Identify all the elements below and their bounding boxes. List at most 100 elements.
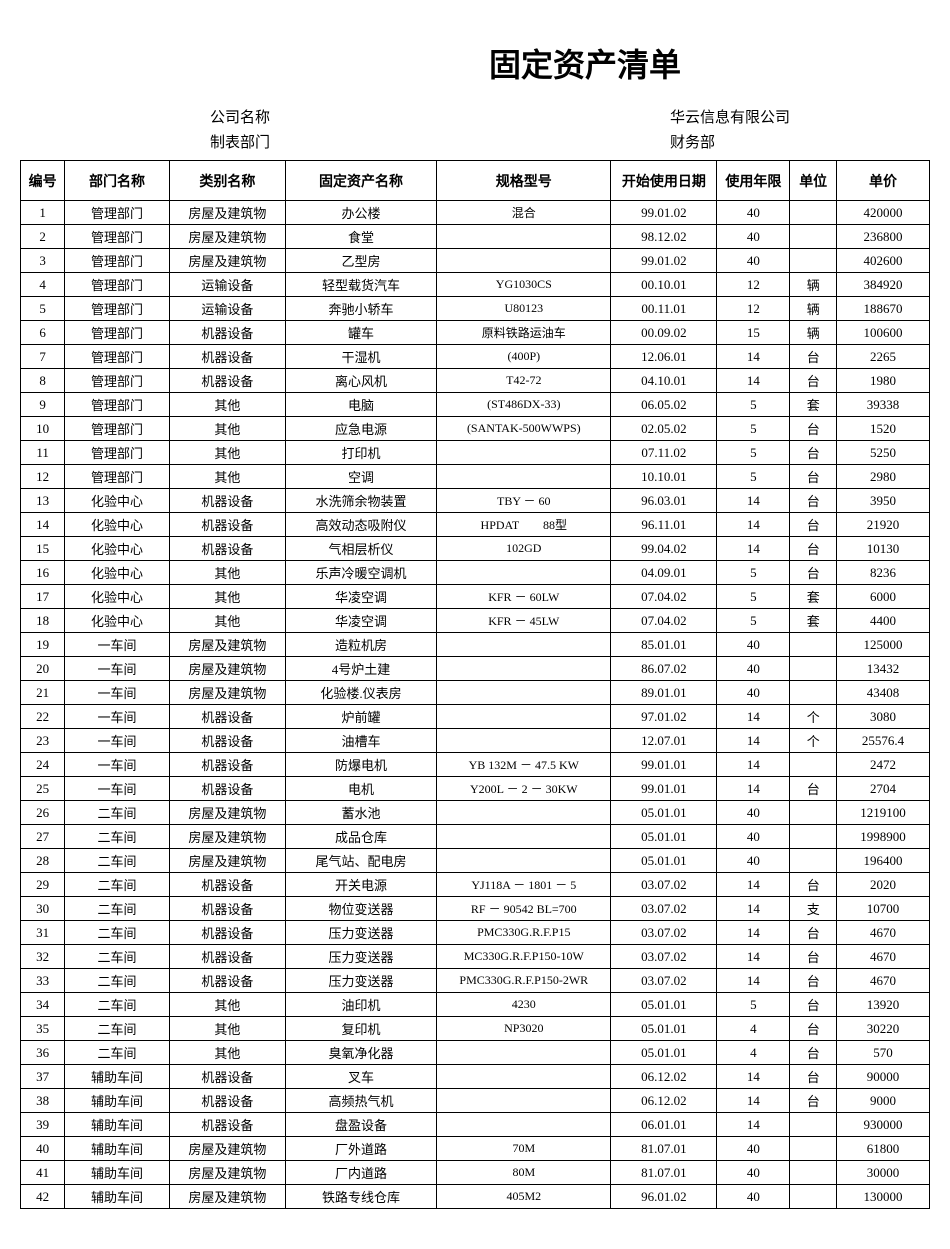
table-row: 32二车间机器设备压力变送器MC330G.R.F.P150-10W03.07.0… <box>21 945 930 969</box>
cell-category: 房屋及建筑物 <box>169 201 285 225</box>
cell-life: 40 <box>717 201 790 225</box>
cell-asset: 华凌空调 <box>286 609 437 633</box>
cell-id: 12 <box>21 465 65 489</box>
cell-category: 运输设备 <box>169 297 285 321</box>
cell-price: 25576.4 <box>836 729 929 753</box>
cell-asset: 水洗筛余物装置 <box>286 489 437 513</box>
cell-date: 03.07.02 <box>611 921 717 945</box>
cell-life: 40 <box>717 801 790 825</box>
table-row: 25一车间机器设备电机Y200L － 2 － 30KW99.01.0114台27… <box>21 777 930 801</box>
table-row: 28二车间房屋及建筑物尾气站、配电房05.01.0140196400 <box>21 849 930 873</box>
cell-category: 其他 <box>169 465 285 489</box>
cell-category: 机器设备 <box>169 897 285 921</box>
cell-category: 房屋及建筑物 <box>169 657 285 681</box>
cell-unit: 台 <box>790 945 836 969</box>
cell-unit: 辆 <box>790 321 836 345</box>
header-dept: 部门名称 <box>65 161 170 201</box>
cell-category: 机器设备 <box>169 705 285 729</box>
cell-life: 40 <box>717 825 790 849</box>
cell-life: 40 <box>717 249 790 273</box>
cell-spec: PMC330G.R.F.P15 <box>437 921 611 945</box>
cell-unit: 台 <box>790 969 836 993</box>
cell-asset: 高频热气机 <box>286 1089 437 1113</box>
cell-price: 1980 <box>836 369 929 393</box>
cell-asset: 气相层析仪 <box>286 537 437 561</box>
cell-category: 其他 <box>169 1041 285 1065</box>
cell-dept: 管理部门 <box>65 417 170 441</box>
cell-dept: 一车间 <box>65 753 170 777</box>
cell-date: 05.01.01 <box>611 993 717 1017</box>
cell-category: 房屋及建筑物 <box>169 681 285 705</box>
cell-category: 机器设备 <box>169 1113 285 1137</box>
cell-unit: 台 <box>790 873 836 897</box>
cell-price: 196400 <box>836 849 929 873</box>
cell-spec <box>437 705 611 729</box>
cell-price: 3080 <box>836 705 929 729</box>
cell-date: 05.01.01 <box>611 825 717 849</box>
cell-price: 6000 <box>836 585 929 609</box>
cell-date: 06.05.02 <box>611 393 717 417</box>
table-row: 36二车间其他臭氧净化器05.01.014台570 <box>21 1041 930 1065</box>
cell-spec <box>437 729 611 753</box>
cell-asset: 尾气站、配电房 <box>286 849 437 873</box>
cell-price: 4670 <box>836 921 929 945</box>
cell-unit: 台 <box>790 1065 836 1089</box>
cell-dept: 化验中心 <box>65 489 170 513</box>
cell-dept: 二车间 <box>65 993 170 1017</box>
cell-id: 29 <box>21 873 65 897</box>
cell-asset: 炉前罐 <box>286 705 437 729</box>
cell-unit: 辆 <box>790 273 836 297</box>
cell-category: 机器设备 <box>169 921 285 945</box>
cell-category: 其他 <box>169 417 285 441</box>
cell-category: 机器设备 <box>169 1089 285 1113</box>
cell-date: 99.01.02 <box>611 201 717 225</box>
cell-price: 4670 <box>836 969 929 993</box>
cell-spec <box>437 1089 611 1113</box>
cell-id: 30 <box>21 897 65 921</box>
cell-category: 运输设备 <box>169 273 285 297</box>
cell-price: 3950 <box>836 489 929 513</box>
cell-unit: 台 <box>790 465 836 489</box>
cell-dept: 二车间 <box>65 897 170 921</box>
cell-life: 5 <box>717 393 790 417</box>
table-row: 37辅助车间机器设备叉车06.12.0214台90000 <box>21 1065 930 1089</box>
cell-date: 03.07.02 <box>611 969 717 993</box>
cell-date: 05.01.01 <box>611 1041 717 1065</box>
cell-dept: 二车间 <box>65 969 170 993</box>
cell-spec: NP3020 <box>437 1017 611 1041</box>
table-row: 40辅助车间房屋及建筑物厂外道路70M81.07.014061800 <box>21 1137 930 1161</box>
cell-spec: TBY － 60 <box>437 489 611 513</box>
cell-dept: 一车间 <box>65 729 170 753</box>
table-row: 24一车间机器设备防爆电机YB 132M － 47.5 KW99.01.0114… <box>21 753 930 777</box>
cell-unit: 台 <box>790 345 836 369</box>
cell-asset: 复印机 <box>286 1017 437 1041</box>
table-header-row: 编号 部门名称 类别名称 固定资产名称 规格型号 开始使用日期 使用年限 单位 … <box>21 161 930 201</box>
cell-spec: YG1030CS <box>437 273 611 297</box>
cell-date: 05.01.01 <box>611 1017 717 1041</box>
cell-id: 33 <box>21 969 65 993</box>
table-row: 10管理部门其他应急电源(SANTAK-500WWPS)02.05.025台15… <box>21 417 930 441</box>
table-row: 9管理部门其他电脑(ST486DX-33)06.05.025套39338 <box>21 393 930 417</box>
cell-date: 06.12.02 <box>611 1065 717 1089</box>
cell-price: 9000 <box>836 1089 929 1113</box>
cell-id: 18 <box>21 609 65 633</box>
cell-id: 1 <box>21 201 65 225</box>
cell-price: 5250 <box>836 441 929 465</box>
cell-price: 4670 <box>836 945 929 969</box>
cell-dept: 一车间 <box>65 681 170 705</box>
cell-price: 125000 <box>836 633 929 657</box>
cell-category: 其他 <box>169 1017 285 1041</box>
table-row: 3管理部门房屋及建筑物乙型房99.01.0240402600 <box>21 249 930 273</box>
table-row: 16化验中心其他乐声冷暖空调机04.09.015台8236 <box>21 561 930 585</box>
cell-life: 14 <box>717 1089 790 1113</box>
cell-date: 04.09.01 <box>611 561 717 585</box>
cell-dept: 一车间 <box>65 633 170 657</box>
cell-price: 402600 <box>836 249 929 273</box>
cell-date: 06.01.01 <box>611 1113 717 1137</box>
table-body: 1管理部门房屋及建筑物办公楼混合99.01.02404200002管理部门房屋及… <box>21 201 930 1209</box>
table-row: 30二车间机器设备物位变送器RF － 90542 BL=70003.07.021… <box>21 897 930 921</box>
cell-date: 00.10.01 <box>611 273 717 297</box>
cell-dept: 辅助车间 <box>65 1137 170 1161</box>
header-life: 使用年限 <box>717 161 790 201</box>
cell-date: 07.04.02 <box>611 609 717 633</box>
